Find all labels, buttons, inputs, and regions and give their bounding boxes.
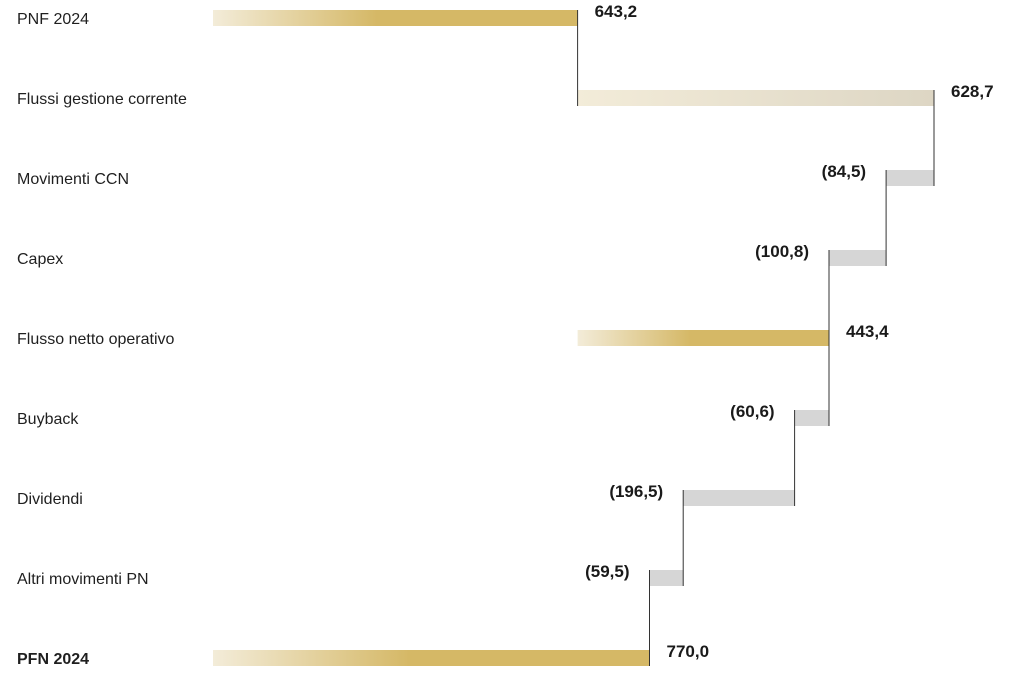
bars [213,10,934,666]
category-label: Altri movimenti PN [17,571,149,588]
category-label: Flussi gestione corrente [17,91,187,108]
bar-capex [829,250,887,266]
bar-flussi-gestione-corrente [577,90,934,106]
category-label: PNF 2024 [17,11,89,28]
bar-dividendi [683,490,795,506]
value-label: 643,2 [595,2,638,21]
bar-flusso-netto-operativo [577,330,829,346]
bar-movimenti-ccn [886,170,934,186]
category-labels: PNF 2024 Flussi gestione corrente Moviment… [17,11,187,668]
category-label: Buyback [17,411,79,428]
category-label: Flusso netto operativo [17,331,175,348]
category-label: Capex [17,251,63,268]
connectors [577,10,935,666]
value-label: 770,0 [667,642,710,661]
value-label: (196,5) [609,482,663,501]
bar-pfn-2024 [213,650,650,666]
value-label: (59,5) [585,562,629,581]
value-label: (60,6) [730,402,774,421]
category-label: PFN 2024 [17,651,89,668]
category-label: Movimenti CCN [17,171,129,188]
value-label: 443,4 [846,322,889,341]
bar-altri-movimenti-pn [649,570,684,586]
value-label: (84,5) [822,162,866,181]
value-labels: 643,2 628,7 (84,5) (100,8) 443,4 (60,6) (196,5… [585,2,993,661]
value-label: (100,8) [755,242,809,261]
bar-pnf-2024 [213,10,578,26]
bar-buyback [794,410,829,426]
category-label: Dividendi [17,491,83,508]
value-label: 628,7 [951,82,994,101]
